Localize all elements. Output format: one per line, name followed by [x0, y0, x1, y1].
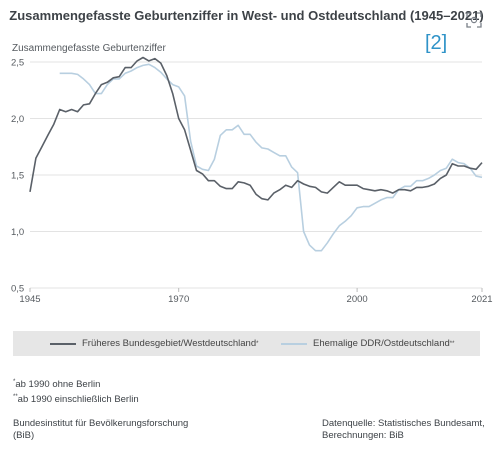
footnote-2-mark: ** — [13, 394, 18, 400]
legend-swatch-east — [281, 342, 307, 345]
y-tick-label: 1,0 — [11, 227, 24, 238]
legend-item-east[interactable]: Ehemalige DDR/Ostdeutschland ** — [281, 338, 454, 349]
footnote-2-text: ab 1990 einschließlich Berlin — [17, 394, 139, 406]
legend-swatch-west — [50, 342, 76, 345]
x-tick-label: 2021 — [471, 294, 492, 305]
legend-mark-east: ** — [449, 340, 455, 347]
legend-label-west: Früheres Bundesgebiet/Westdeutschland — [82, 338, 257, 349]
legend-label-east: Ehemalige DDR/Ostdeutschland — [313, 338, 450, 349]
y-tick-label: 2,0 — [11, 114, 24, 125]
series-line — [29, 56, 483, 201]
footer-right-line2: Berechnungen: BiB — [322, 430, 404, 441]
footnote-1: *ab 1990 ohne Berlin — [13, 379, 100, 390]
x-tick-label: 2000 — [347, 294, 368, 305]
chart-title: Zusammengefasste Geburtenziffer in West-… — [9, 8, 484, 23]
reference-number[interactable]: [2] — [425, 32, 448, 54]
series-line — [59, 63, 483, 252]
legend-mark-west: * — [256, 340, 259, 347]
legend-item-west[interactable]: Früheres Bundesgebiet/Westdeutschland * — [50, 338, 258, 349]
x-tick-label: 1970 — [168, 294, 189, 305]
y-tick-label: 2,5 — [11, 58, 24, 69]
footer-source-institute: Bundesinstitut für Bevölkerungsforschung… — [13, 418, 188, 442]
footer-right-line1: Datenquelle: Statistisches Bundesamt, — [322, 418, 485, 429]
y-axis-label: Zusammengefasste Geburtenziffer — [12, 43, 166, 54]
footnote-1-text: ab 1990 ohne Berlin — [15, 379, 101, 391]
y-tick-label: 1,5 — [11, 171, 24, 182]
x-tick-label: 1945 — [19, 294, 40, 305]
legend: Früheres Bundesgebiet/Westdeutschland * E… — [13, 331, 480, 356]
y-tick-label: 0,5 — [11, 284, 24, 295]
footer-data-source: Datenquelle: Statistisches Bundesamt, Be… — [322, 418, 485, 442]
footnote-1-mark: * — [13, 379, 16, 385]
footer-left-line2: (BiB) — [13, 430, 35, 441]
expand-icon[interactable] — [466, 12, 482, 28]
footnote-2: **ab 1990 einschließlich Berlin — [13, 394, 139, 405]
footer-left-line1: Bundesinstitut für Bevölkerungsforschung — [13, 418, 189, 429]
